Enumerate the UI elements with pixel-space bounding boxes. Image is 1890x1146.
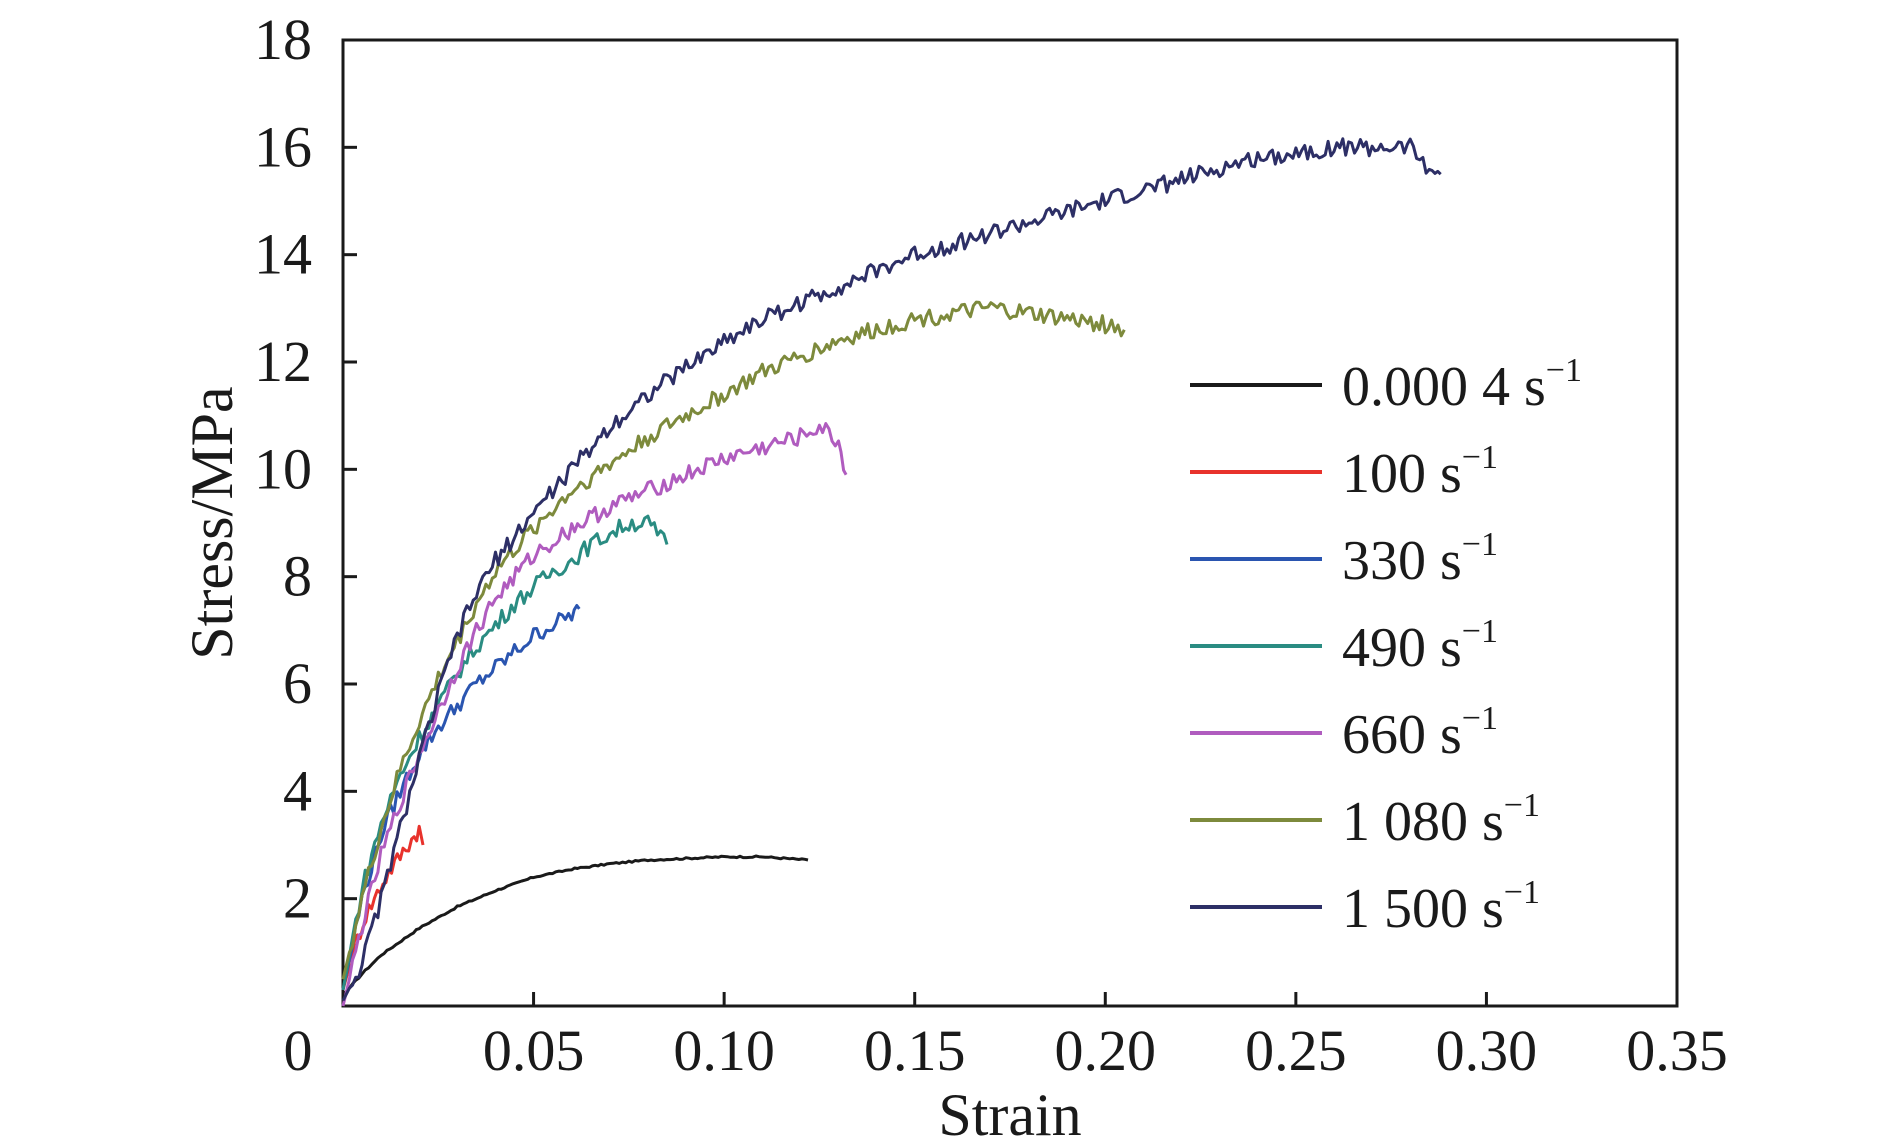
series-line-4 xyxy=(341,422,848,1007)
x-axis-ticks: 0 0.05 0.10 0.15 0.20 0.25 0.30 0.35 xyxy=(284,992,1728,1083)
x-tick-label: 0.15 xyxy=(864,1018,966,1083)
x-tick-label: 0.25 xyxy=(1245,1018,1347,1083)
y-tick-label: 14 xyxy=(254,222,312,287)
x-tick-label: 0.35 xyxy=(1626,1018,1728,1083)
series-lines xyxy=(341,137,1442,1007)
x-axis-title: Strain xyxy=(938,1082,1081,1146)
legend-label-text: 330 s xyxy=(1342,530,1462,592)
legend-label-0: 0.000 4 s−1 xyxy=(1342,352,1582,418)
legend-label-1: 100 s−1 xyxy=(1342,439,1498,505)
legend-label-4: 660 s−1 xyxy=(1342,700,1498,766)
legend-label-superscript: −1 xyxy=(1504,874,1540,911)
x-tick-label: 0.10 xyxy=(673,1018,775,1083)
series-line-0 xyxy=(341,854,809,997)
legend-label-superscript: −1 xyxy=(1462,439,1498,476)
legend-label-superscript: −1 xyxy=(1462,613,1498,650)
plot-frame xyxy=(341,38,1679,1008)
y-tick-label: 6 xyxy=(283,651,312,716)
series-line-2 xyxy=(341,604,581,991)
y-axis-ticks: 2 4 6 8 10 12 14 16 18 xyxy=(254,7,357,931)
legend-label-5: 1 080 s−1 xyxy=(1342,787,1540,853)
legend-label-superscript: −1 xyxy=(1546,352,1582,389)
series-line-5 xyxy=(341,300,1126,980)
legend-label-text: 0.000 4 s xyxy=(1342,356,1546,418)
legend-label-6: 1 500 s−1 xyxy=(1342,874,1540,940)
y-tick-label: 4 xyxy=(283,758,312,823)
x-tick-label: 0 xyxy=(284,1018,313,1083)
x-tick-label: 0.20 xyxy=(1055,1018,1157,1083)
series-line-1 xyxy=(341,824,425,991)
y-tick-label: 10 xyxy=(254,436,312,501)
y-tick-label: 16 xyxy=(254,114,312,179)
series-line-6 xyxy=(341,137,1442,1002)
series-line-3 xyxy=(341,514,669,991)
legend-label-text: 100 s xyxy=(1342,443,1462,505)
legend-label-superscript: −1 xyxy=(1504,787,1540,824)
legend-label-superscript: −1 xyxy=(1462,700,1498,737)
y-axis-title: Stress/MPa xyxy=(179,386,245,659)
legend-label-2: 330 s−1 xyxy=(1342,526,1498,592)
x-tick-label: 0.05 xyxy=(483,1018,585,1083)
y-tick-label: 12 xyxy=(254,329,312,394)
legend-label-text: 490 s xyxy=(1342,617,1462,679)
legend-label-text: 1 500 s xyxy=(1342,878,1504,940)
x-tick-label: 0.30 xyxy=(1436,1018,1538,1083)
legend-label-3: 490 s−1 xyxy=(1342,613,1498,679)
y-tick-label: 8 xyxy=(283,544,312,609)
legend-label-superscript: −1 xyxy=(1462,526,1498,563)
legend-label-text: 1 080 s xyxy=(1342,791,1504,853)
y-tick-label: 2 xyxy=(283,866,312,931)
y-tick-label: 18 xyxy=(254,7,312,72)
legend-label-text: 660 s xyxy=(1342,704,1462,766)
